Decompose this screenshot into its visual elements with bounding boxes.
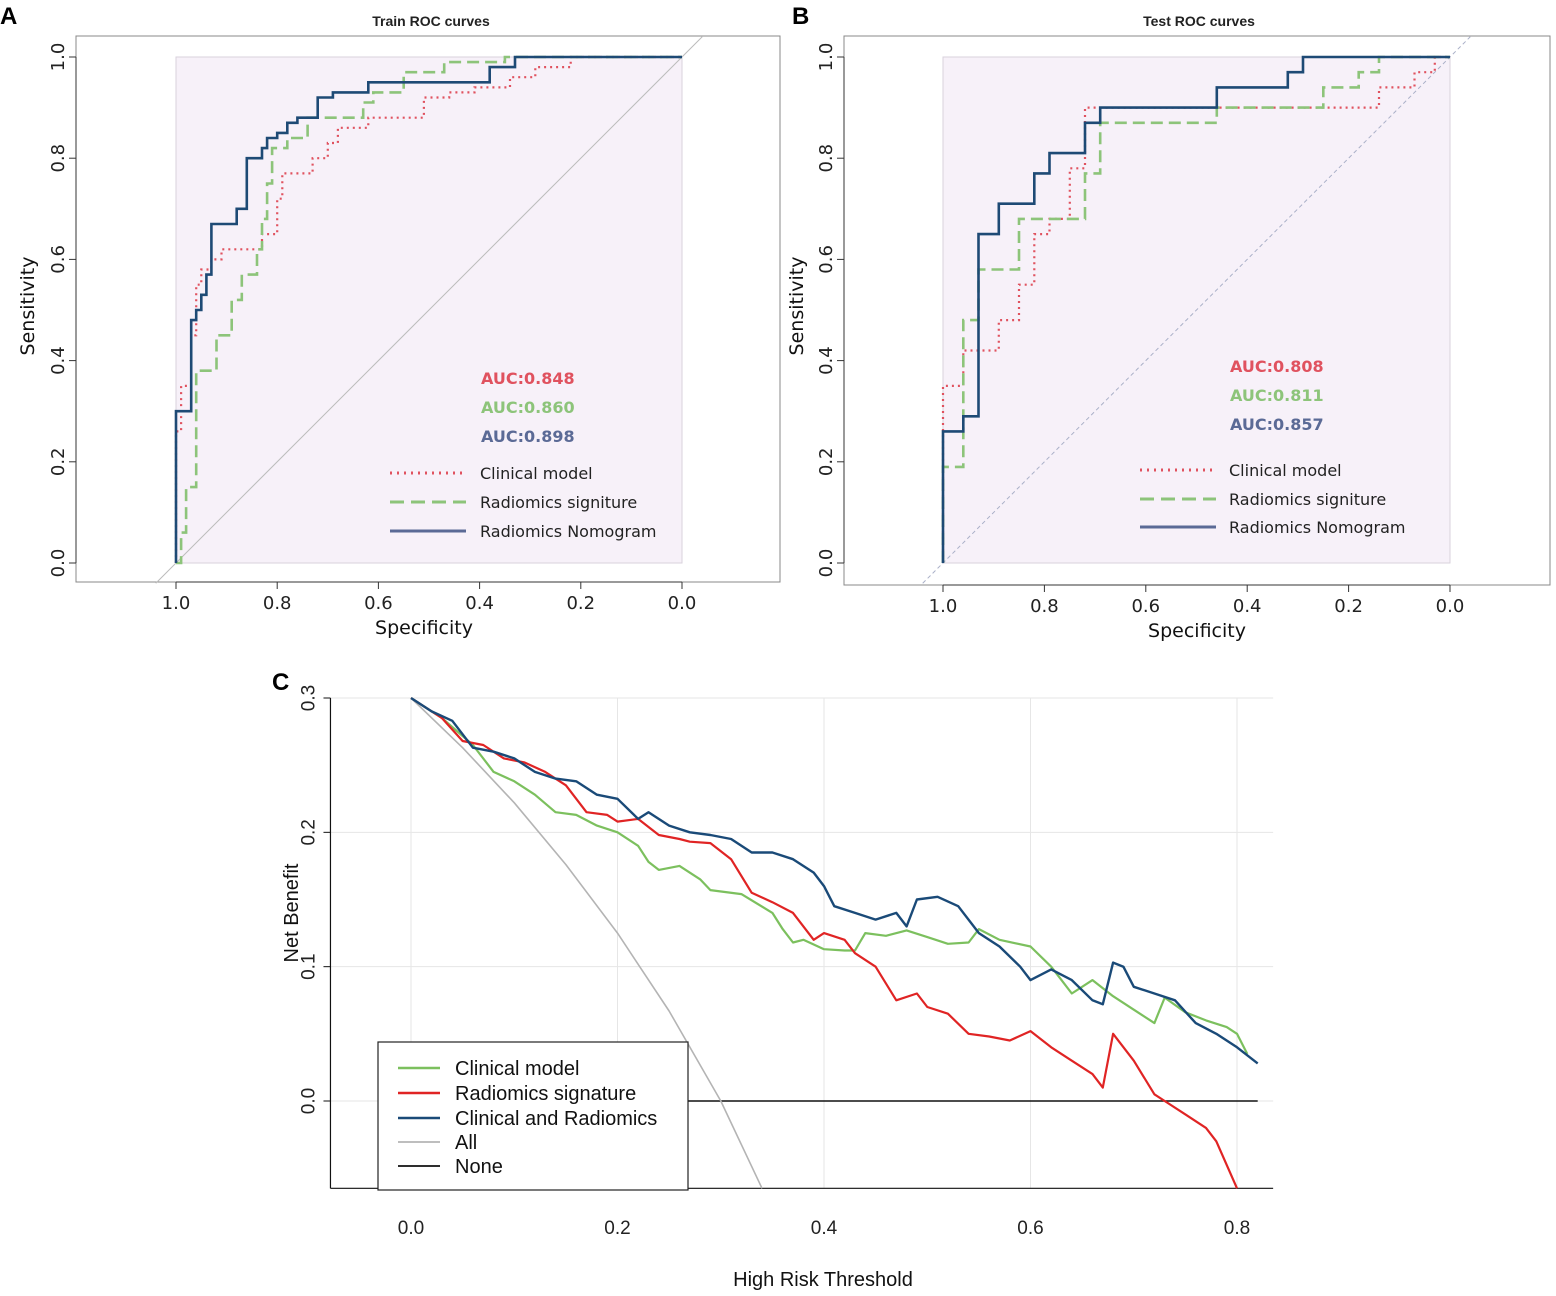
x-tick-label: 0.2 xyxy=(1334,596,1363,617)
curve-clinical-model xyxy=(941,55,1450,563)
y-tick-label: 0.8 xyxy=(48,144,69,173)
y-axis-label: Sensitivity xyxy=(17,257,39,356)
y-tick-label: 0.2 xyxy=(298,819,319,845)
panel-c: C 0.0 0.1 0.2 0.3 0.0 0.2 0.4 0.6 0.8 High Risk … xyxy=(272,669,1274,1291)
auc-radiomics: AUC:0.811 xyxy=(1230,386,1324,405)
x-axis-label: Specificity xyxy=(1148,620,1246,642)
legend: Clinical model Radiomics signiture Radio… xyxy=(1140,461,1405,537)
roc-series xyxy=(174,55,682,565)
y-tick-label: 0.2 xyxy=(48,447,69,476)
x-tick-label: 0.6 xyxy=(364,593,393,614)
x-tick-label: 1.0 xyxy=(929,596,958,617)
legend-label-combined: Clinical and Radiomics xyxy=(455,1108,657,1130)
y-tick-label: 1.0 xyxy=(48,43,69,72)
axes: 1.0 0.8 0.6 0.4 0.2 0.0 0.0 0.2 0.4 0.6 0.8 1.0 xyxy=(816,43,1464,617)
axes: 1.0 0.8 0.6 0.4 0.2 0.0 0.0 0.2 0.4 0.6 0.8 1.0 xyxy=(48,43,696,614)
y-tick-label: 0.6 xyxy=(816,245,837,274)
legend-label-all: All xyxy=(455,1132,477,1154)
curve-radiomics-nomogram xyxy=(941,55,1450,563)
x-tick-label: 0.0 xyxy=(1436,596,1465,617)
x-tick-label: 0.4 xyxy=(465,593,494,614)
y-axis-label: Sensitivity xyxy=(786,257,808,356)
x-tick-label: 1.0 xyxy=(162,593,191,614)
y-axis-label: Net Benefit xyxy=(281,863,303,962)
auc-clinical: AUC:0.848 xyxy=(481,369,575,388)
y-tick-label: 0.0 xyxy=(816,549,837,578)
x-tick-label: 0.6 xyxy=(1131,596,1160,617)
panel-b: B Test ROC curves 1.0 0.8 0.6 0.4 0.2 0.0 0.0 0… xyxy=(786,3,1551,642)
y-tick-label: 0.4 xyxy=(816,346,837,375)
legend-label-none: None xyxy=(455,1156,503,1178)
reference-diagonal xyxy=(922,36,1471,584)
x-axis-label: High Risk Threshold xyxy=(733,1269,913,1291)
train-roc-title: Train ROC curves xyxy=(372,13,490,29)
curve-radiomics-signature xyxy=(410,697,1239,1189)
legend-label-radiomics: Radiomics signiture xyxy=(480,493,637,512)
x-tick-label: 0.4 xyxy=(1233,596,1262,617)
legend-label-radiomics: Radiomics signature xyxy=(455,1083,636,1105)
panel-label-c: C xyxy=(272,669,289,696)
y-tick-label: 1.0 xyxy=(816,43,837,72)
x-tick-label: 0.2 xyxy=(604,1218,630,1239)
auc-radiomics: AUC:0.860 xyxy=(481,398,575,417)
axes: 0.0 0.1 0.2 0.3 0.0 0.2 0.4 0.6 0.8 xyxy=(298,685,1274,1239)
curve-radiomics-signiture xyxy=(176,55,682,565)
auc-clinical: AUC:0.808 xyxy=(1230,357,1324,376)
y-tick-label: 0.1 xyxy=(298,953,319,979)
y-tick-label: 0.3 xyxy=(298,685,319,711)
legend-label-radiomics: Radiomics signiture xyxy=(1229,490,1386,509)
panel-label-a: A xyxy=(0,3,17,30)
auc-nomogram: AUC:0.857 xyxy=(1230,415,1324,434)
curve-all xyxy=(410,697,763,1189)
curve-radiomics-signiture xyxy=(941,55,1450,563)
y-tick-label: 0.8 xyxy=(816,144,837,173)
y-tick-label: 0.0 xyxy=(48,549,69,578)
auc-nomogram: AUC:0.898 xyxy=(481,427,575,446)
legend-label-nomogram: Radiomics Nomogram xyxy=(1229,518,1405,537)
panel-a: A Train ROC curves 1.0 0.8 0.6 0.4 0.2 0.0 0.0… xyxy=(0,3,781,639)
y-tick-label: 0.0 xyxy=(298,1088,319,1114)
x-tick-label: 0.2 xyxy=(566,593,595,614)
curve-clinical-model xyxy=(410,697,1249,1055)
x-tick-label: 0.8 xyxy=(263,593,292,614)
x-tick-label: 0.4 xyxy=(811,1218,838,1239)
reference-diagonal xyxy=(155,36,703,584)
x-axis-label: Specificity xyxy=(375,617,473,639)
x-tick-label: 0.8 xyxy=(1030,596,1059,617)
x-tick-label: 0.0 xyxy=(668,593,697,614)
y-tick-label: 0.4 xyxy=(48,346,69,375)
y-tick-label: 0.2 xyxy=(816,447,837,476)
x-tick-label: 0.0 xyxy=(398,1218,424,1239)
legend-label-clinical: Clinical model xyxy=(1229,461,1342,480)
curve-radiomics-nomogram xyxy=(174,55,682,563)
test-roc-title: Test ROC curves xyxy=(1143,13,1255,29)
x-tick-label: 0.8 xyxy=(1224,1218,1250,1239)
legend-label-clinical: Clinical model xyxy=(455,1058,580,1080)
legend-label-nomogram: Radiomics Nomogram xyxy=(480,522,656,541)
legend: Clinical model Radiomics signiture Radio… xyxy=(390,464,656,541)
panel-label-b: B xyxy=(792,3,809,30)
curve-clinical-and-radiomics xyxy=(410,696,1259,1065)
legend: Clinical model Radiomics signature Clini… xyxy=(377,1041,689,1191)
y-tick-label: 0.6 xyxy=(48,245,69,274)
roc-series xyxy=(941,55,1450,563)
legend-label-clinical: Clinical model xyxy=(480,464,593,483)
x-tick-label: 0.6 xyxy=(1017,1218,1043,1239)
